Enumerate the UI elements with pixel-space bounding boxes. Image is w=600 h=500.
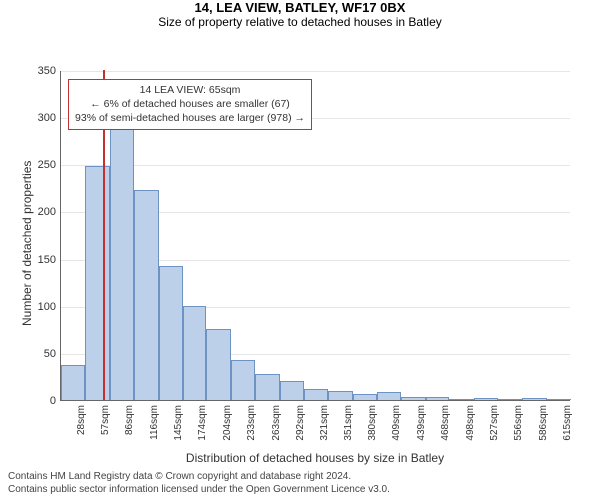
- histogram-bar: [134, 190, 159, 400]
- histogram-bar: [522, 398, 547, 400]
- xtick-label: 116sqm: [149, 405, 160, 440]
- histogram-bar: [498, 399, 522, 400]
- page-subtitle: Size of property relative to detached ho…: [0, 15, 600, 29]
- xtick-label: 468sqm: [440, 405, 451, 441]
- xtick-label: 204sqm: [222, 405, 233, 441]
- ytick-label: 300: [26, 112, 56, 124]
- xtick-label: 615sqm: [562, 405, 573, 441]
- histogram-bar: [401, 397, 426, 400]
- histogram-bar: [85, 166, 110, 400]
- histogram-bar: [304, 389, 328, 400]
- gridline: [61, 71, 570, 72]
- xtick-label: 28sqm: [76, 405, 87, 435]
- xtick-label: 86sqm: [124, 405, 135, 435]
- xtick-label: 263sqm: [271, 405, 282, 441]
- ytick-label: 50: [26, 348, 56, 360]
- xtick-label: 498sqm: [465, 405, 476, 441]
- xtick-label: 439sqm: [416, 405, 427, 441]
- histogram-bar: [328, 391, 353, 400]
- y-axis-label: Number of detached properties: [20, 161, 34, 326]
- histogram-bar: [353, 394, 377, 400]
- xtick-label: 351sqm: [343, 405, 354, 441]
- xtick-label: 57sqm: [100, 405, 111, 435]
- histogram-bar: [547, 399, 571, 400]
- histogram-bar: [231, 360, 255, 400]
- footer-line1: Contains HM Land Registry data © Crown c…: [8, 470, 592, 483]
- histogram-bar: [206, 329, 231, 400]
- xtick-label: 380sqm: [367, 405, 378, 441]
- histogram-bar: [183, 306, 207, 400]
- annotation-line: ← 6% of detached houses are smaller (67): [75, 97, 305, 111]
- ytick-label: 0: [26, 395, 56, 407]
- ytick-label: 350: [26, 65, 56, 77]
- histogram-bar: [61, 365, 85, 400]
- xtick-label: 321sqm: [319, 405, 330, 441]
- gridline: [61, 165, 570, 166]
- xtick-label: 586sqm: [538, 405, 549, 441]
- histogram-bar: [426, 397, 450, 400]
- histogram-bar: [255, 374, 280, 400]
- histogram-bar: [159, 266, 183, 400]
- histogram-bar: [377, 392, 401, 400]
- histogram-bar: [449, 399, 474, 400]
- histogram-bar: [110, 112, 134, 400]
- xtick-label: 174sqm: [197, 405, 208, 441]
- xtick-label: 233sqm: [246, 405, 257, 441]
- annotation-line: 93% of semi-detached houses are larger (…: [75, 111, 305, 125]
- xtick-label: 409sqm: [391, 405, 402, 441]
- xtick-label: 145sqm: [173, 405, 184, 441]
- xtick-label: 527sqm: [489, 405, 500, 441]
- histogram-bar: [280, 381, 304, 400]
- footer-line2: Contains public sector information licen…: [8, 483, 592, 496]
- xtick-label: 292sqm: [295, 405, 306, 441]
- x-axis-label: Distribution of detached houses by size …: [60, 451, 570, 465]
- xtick-label: 556sqm: [513, 405, 524, 441]
- page-title: 14, LEA VIEW, BATLEY, WF17 0BX: [0, 0, 600, 15]
- histogram-bar: [474, 398, 498, 400]
- footer-attribution: Contains HM Land Registry data © Crown c…: [8, 470, 592, 496]
- annotation-box: 14 LEA VIEW: 65sqm← 6% of detached house…: [68, 79, 312, 130]
- annotation-line: 14 LEA VIEW: 65sqm: [75, 83, 305, 97]
